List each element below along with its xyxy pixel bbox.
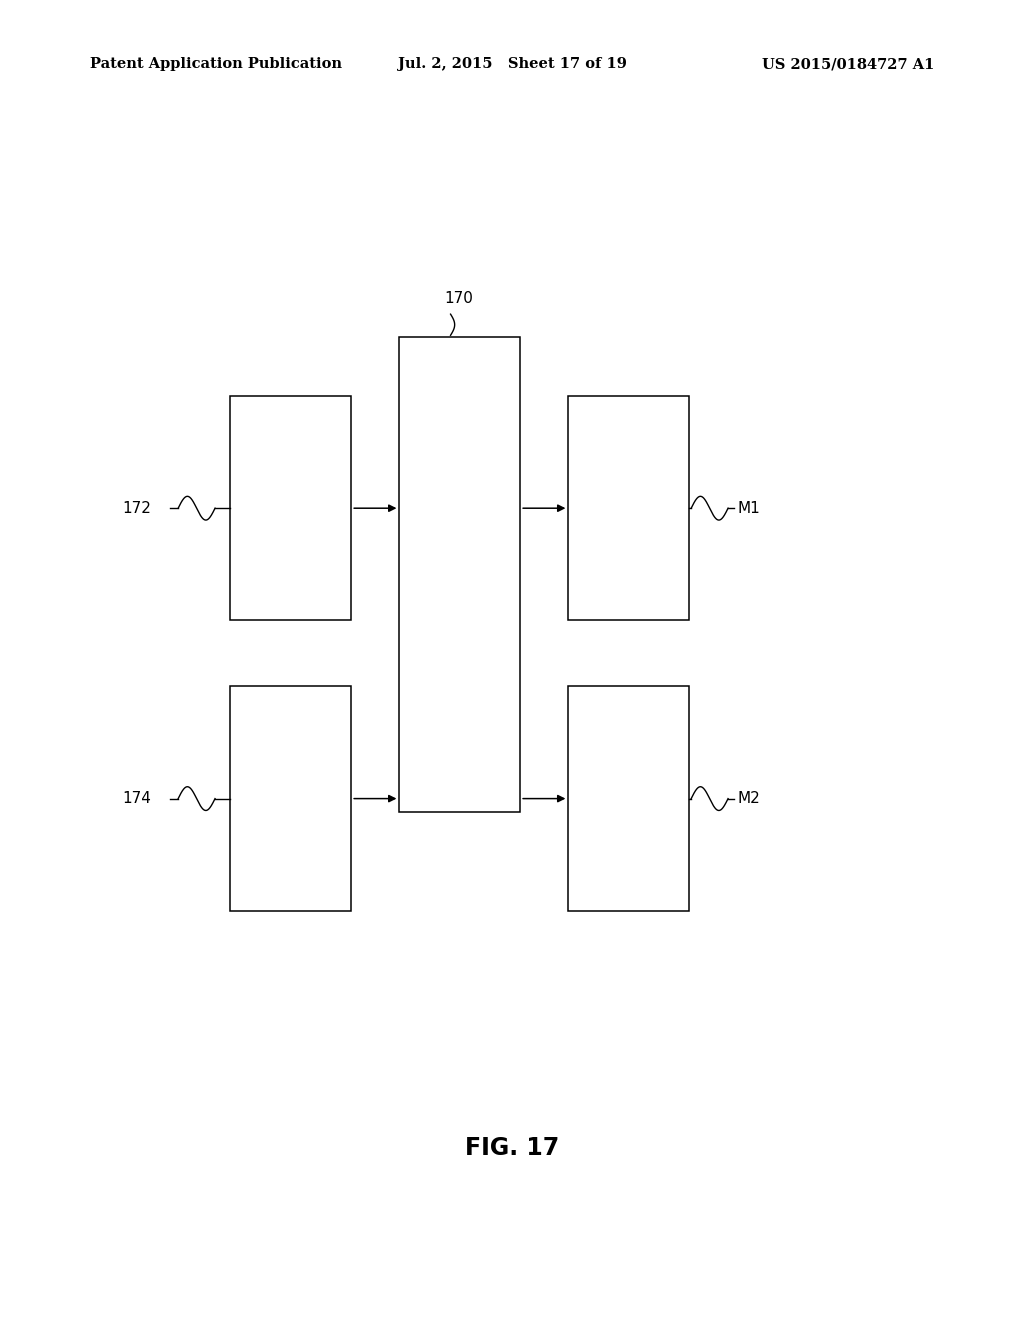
Bar: [230, 396, 351, 620]
Text: 170: 170: [444, 292, 473, 306]
Bar: [568, 396, 689, 620]
Text: 174: 174: [123, 791, 152, 807]
Text: US 2015/0184727 A1: US 2015/0184727 A1: [762, 57, 934, 71]
Bar: [230, 686, 351, 911]
Text: Jul. 2, 2015   Sheet 17 of 19: Jul. 2, 2015 Sheet 17 of 19: [397, 57, 627, 71]
Text: M1: M1: [737, 500, 760, 516]
Text: M2: M2: [737, 791, 760, 807]
Bar: [568, 686, 689, 911]
Text: 172: 172: [123, 500, 152, 516]
Text: FIG. 17: FIG. 17: [465, 1137, 559, 1160]
Bar: [399, 337, 520, 812]
Text: Patent Application Publication: Patent Application Publication: [90, 57, 342, 71]
